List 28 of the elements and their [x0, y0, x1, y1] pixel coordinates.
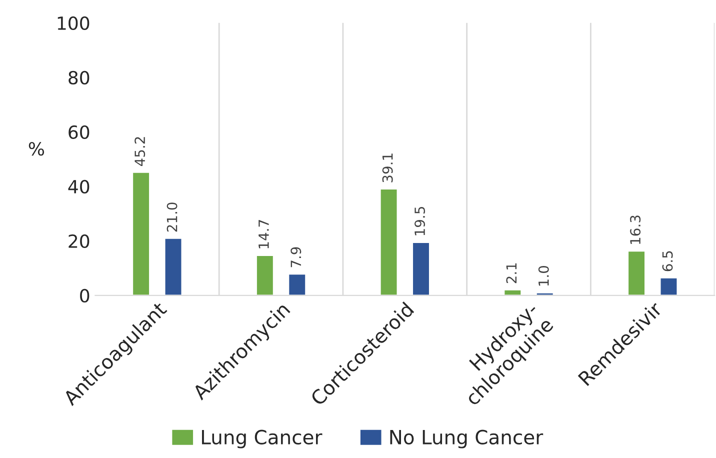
y-tick-label: 20 — [68, 234, 90, 248]
text: 39.1 — [382, 154, 393, 182]
y-tick-label: 80 — [68, 70, 90, 85]
bar — [288, 273, 306, 296]
y-tick-label: 0 — [80, 288, 90, 303]
text: 16.3 — [630, 216, 641, 244]
y-tick-label: 100 — [58, 16, 90, 30]
bar — [627, 250, 646, 296]
y-tick-label: 40 — [68, 180, 90, 194]
text: 19.5 — [414, 207, 426, 236]
text: 14.7 — [258, 220, 269, 248]
y-tick-label: 60 — [68, 125, 90, 140]
bar — [256, 254, 274, 296]
text: 1.0 — [538, 266, 549, 286]
bar — [164, 237, 183, 296]
text: 2.1 — [506, 263, 516, 284]
legend-label: No Lung Cancer — [390, 430, 544, 448]
bar — [412, 242, 430, 296]
bar — [659, 277, 678, 296]
text: 21.0 — [166, 202, 178, 232]
y-axis-title: % — [28, 142, 44, 156]
text: 45.2 — [134, 137, 146, 166]
bar — [503, 288, 522, 296]
legend-label: Lung Cancer — [202, 430, 322, 448]
bar — [132, 172, 150, 296]
text: 7.9 — [290, 247, 302, 268]
text: 6.5 — [662, 251, 673, 272]
bar — [379, 188, 398, 296]
